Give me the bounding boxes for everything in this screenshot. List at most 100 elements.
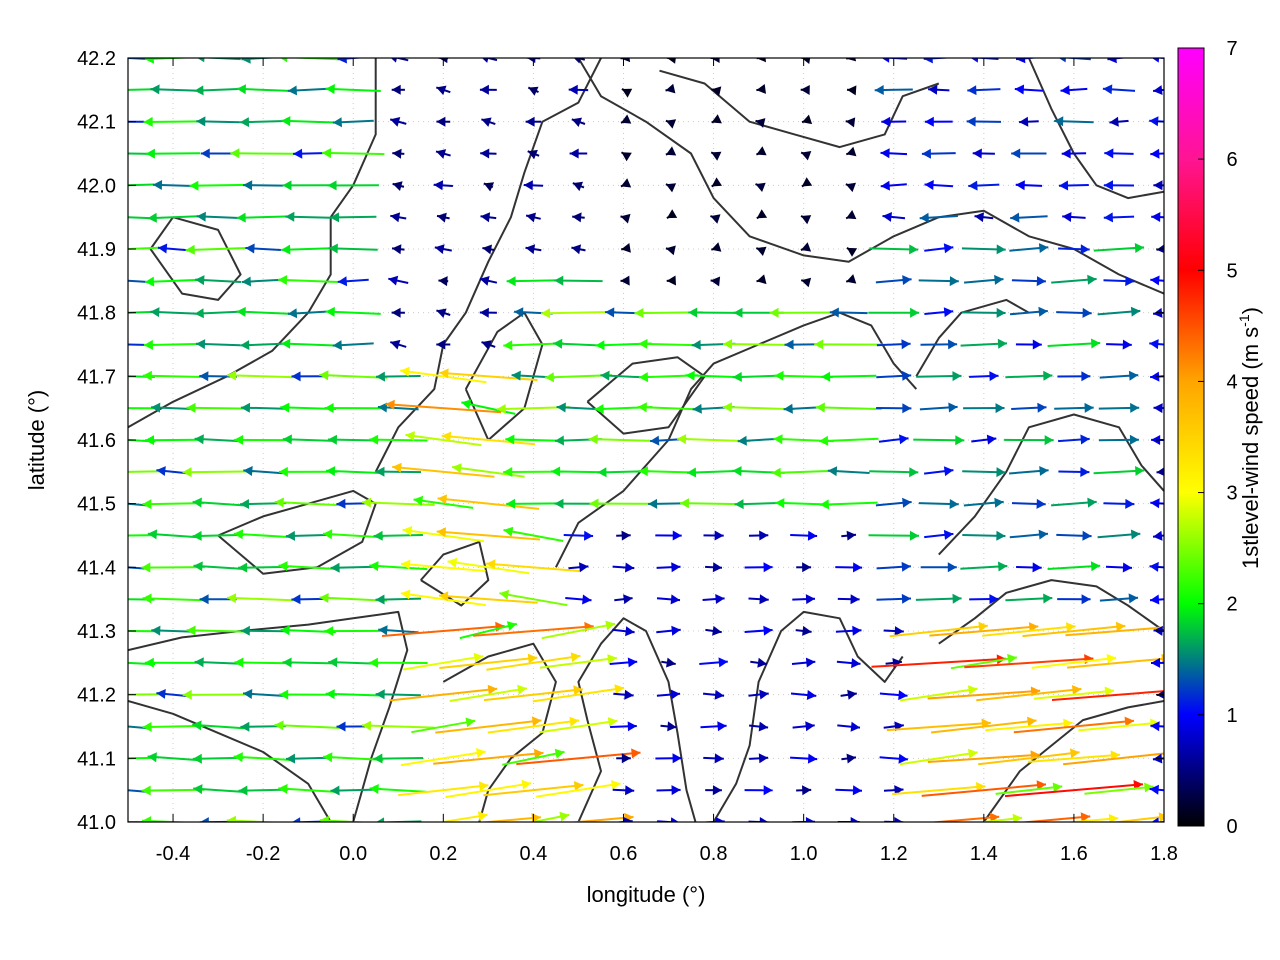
wind-vector-head — [477, 811, 488, 822]
wind-vector-head — [196, 116, 206, 127]
wind-vector-shaft — [921, 783, 1047, 797]
wind-vector — [436, 339, 451, 350]
wind-vector — [1058, 244, 1090, 255]
wind-vector-head — [319, 815, 329, 822]
wind-vector — [876, 561, 911, 572]
wind-vector — [1016, 562, 1042, 573]
wind-vector-head — [142, 593, 152, 604]
wind-vector-head — [141, 785, 151, 796]
wind-vector-shaft — [503, 529, 564, 542]
wind-vector — [879, 690, 908, 701]
wind-vector-head — [732, 371, 742, 382]
wind-vector-shaft — [197, 58, 241, 61]
wind-vector-head — [763, 785, 773, 796]
wind-vector — [620, 178, 632, 188]
wind-vector-head — [712, 562, 722, 573]
wind-vector-shaft — [483, 784, 584, 797]
wind-vector — [827, 466, 870, 477]
wind-vector-head — [390, 339, 401, 350]
wind-vector — [483, 685, 583, 702]
wind-vector-head — [1125, 498, 1135, 509]
wind-vector-shaft — [411, 719, 476, 734]
wind-vector-shaft — [722, 343, 795, 346]
wind-vector-shaft — [978, 751, 1080, 766]
wind-vector-head — [572, 212, 582, 223]
wind-vector — [142, 816, 197, 822]
wind-vector — [553, 338, 604, 349]
wind-vector-head — [281, 244, 291, 255]
wind-vector — [328, 243, 378, 254]
wind-vector-head — [278, 561, 288, 572]
wind-vector-head — [496, 404, 506, 414]
wind-vector — [1058, 467, 1090, 477]
wind-vector-head — [594, 404, 604, 414]
wind-vector-head — [551, 466, 561, 477]
wind-vector — [612, 785, 635, 796]
colorbar-tick-label: 6 — [1226, 149, 1237, 171]
wind-vector — [744, 562, 773, 573]
wind-vector-head — [369, 561, 379, 572]
wind-vector — [837, 594, 860, 605]
wind-vector-head — [240, 625, 250, 636]
wind-vector-shaft — [539, 719, 618, 734]
wind-vector — [722, 402, 795, 413]
wind-vector — [610, 721, 637, 732]
wind-vector-head — [401, 559, 411, 570]
wind-vector — [588, 434, 659, 445]
wind-vector — [899, 748, 978, 766]
wind-vector — [330, 562, 376, 573]
wind-vector-head — [142, 721, 152, 732]
colorbar-label-end: ) — [1238, 307, 1263, 314]
wind-vector-head — [759, 594, 769, 605]
wind-vector-shaft — [361, 501, 435, 506]
wind-vector-head — [514, 307, 524, 318]
wind-vector-head — [711, 177, 722, 187]
wind-vector — [927, 812, 1000, 822]
wind-vector-shaft — [459, 622, 518, 640]
wind-vector — [375, 594, 422, 605]
wind-vector — [1047, 338, 1101, 349]
wind-vector — [1014, 84, 1043, 95]
wind-vector-head — [1150, 275, 1160, 286]
wind-vector — [883, 626, 904, 636]
wind-vector-shaft — [436, 530, 541, 541]
wind-vector-shaft — [283, 58, 339, 61]
wind-vector — [150, 307, 196, 318]
wind-vector-head — [807, 753, 818, 764]
wind-vector-head — [947, 562, 957, 573]
wind-vector-head — [362, 720, 372, 731]
colorbar-label-text: 1stlevel-wind speed (m s — [1238, 327, 1263, 569]
wind-vector-shaft — [974, 816, 1023, 822]
wind-vector — [795, 625, 812, 636]
wind-vector-head — [200, 817, 209, 822]
wind-vector — [487, 716, 580, 734]
wind-vector — [796, 785, 812, 796]
wind-vector-head — [1043, 370, 1053, 381]
wind-vector-head — [569, 148, 579, 159]
wind-vector-shaft — [505, 438, 562, 442]
wind-vector-head — [142, 499, 152, 510]
wind-vector-head — [715, 816, 725, 822]
wind-vector — [978, 748, 1080, 766]
wind-vector-head — [559, 811, 570, 822]
colorbar-tick-label: 7 — [1226, 38, 1237, 60]
wind-vector-head — [737, 435, 747, 446]
wind-vector-head — [692, 403, 702, 414]
wind-vector — [503, 526, 564, 542]
wind-vector-shaft — [1031, 656, 1117, 669]
wind-vector — [527, 149, 540, 160]
wind-vector-head — [1038, 306, 1048, 317]
wind-vector — [845, 210, 857, 220]
wind-vector-head — [192, 720, 202, 731]
wind-vector — [881, 116, 907, 127]
wind-vector — [1027, 750, 1121, 763]
wind-vector — [565, 594, 592, 605]
wind-vector — [665, 146, 677, 156]
wind-vector-head — [554, 435, 564, 446]
wind-vector-head — [541, 308, 551, 319]
wind-vector-head — [611, 780, 621, 790]
wind-vector — [459, 621, 518, 640]
wind-vector-head — [194, 308, 204, 319]
wind-vector-head — [388, 275, 399, 286]
